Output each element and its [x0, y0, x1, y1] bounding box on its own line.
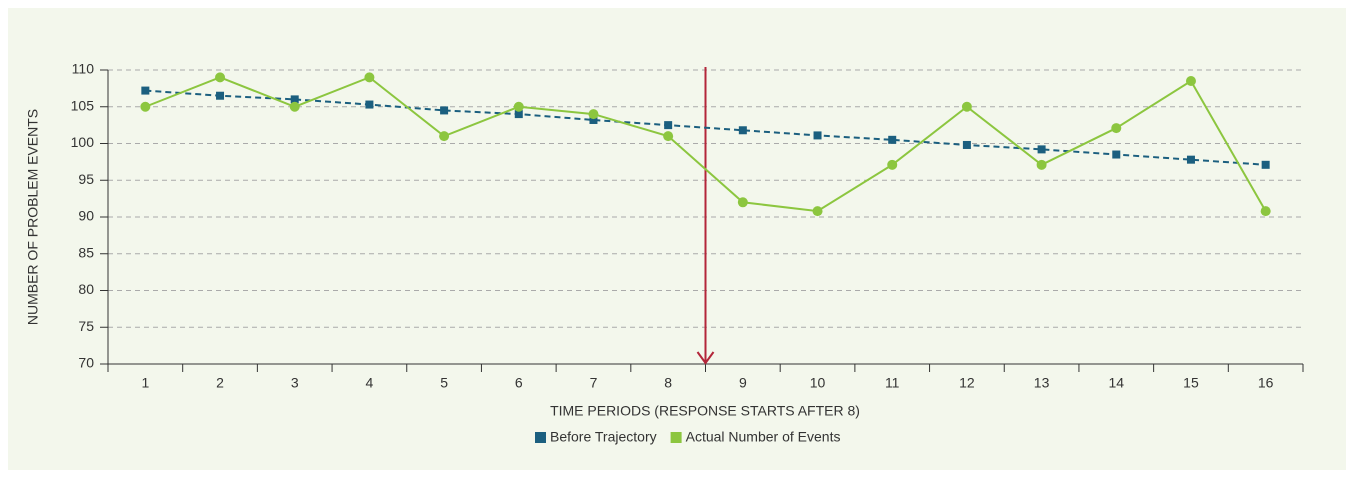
y-tick-label: 95 — [78, 171, 94, 187]
legend-swatch — [535, 432, 546, 443]
series-line — [145, 89, 1266, 166]
response-arrow-head — [696, 351, 715, 365]
point — [440, 106, 449, 115]
point — [813, 131, 822, 140]
point — [1261, 160, 1270, 169]
point — [1036, 159, 1047, 170]
y-tick-label: 70 — [78, 355, 94, 371]
x-tick-label: 2 — [216, 375, 224, 391]
legend: Before Trajectory Actual Number of Events — [535, 429, 840, 445]
x-tick-label: 1 — [141, 375, 149, 391]
x-tick-label: 7 — [590, 375, 598, 391]
point — [589, 115, 598, 124]
point — [1260, 206, 1271, 217]
point — [962, 140, 971, 149]
x-tick-label: 8 — [664, 375, 672, 391]
x-tick-label: 14 — [1108, 375, 1124, 391]
point — [664, 121, 673, 130]
point — [364, 72, 375, 83]
x-tick-label: 3 — [291, 375, 299, 391]
x-tick-label: 13 — [1034, 375, 1050, 391]
point — [738, 126, 747, 135]
legend-label: Actual Number of Events — [686, 429, 841, 445]
point — [289, 101, 300, 112]
x-tick-label: 15 — [1183, 375, 1199, 391]
y-tick-label: 90 — [78, 208, 94, 224]
point — [812, 206, 823, 217]
point — [961, 101, 972, 112]
x-axis-label: TIME PERIODS (RESPONSE STARTS AFTER 8) — [550, 403, 860, 419]
x-tick-label: 5 — [440, 375, 448, 391]
point — [1185, 76, 1196, 87]
x-tick-label: 16 — [1258, 375, 1274, 391]
series-line — [144, 76, 1267, 213]
legend-label: Before Trajectory — [550, 429, 657, 445]
x-tick-label: 9 — [739, 375, 747, 391]
point — [1112, 150, 1121, 159]
y-tick-label: 100 — [71, 134, 95, 150]
y-axis-label: NUMBER OF PROBLEM EVENTS — [25, 109, 41, 325]
point — [513, 101, 524, 112]
point — [588, 109, 599, 120]
point — [216, 91, 225, 100]
point — [439, 131, 450, 142]
point — [365, 100, 374, 109]
point — [215, 72, 226, 83]
point — [141, 86, 150, 95]
y-tick-label: 105 — [71, 97, 95, 113]
point — [290, 95, 299, 104]
point — [887, 159, 898, 170]
point — [140, 101, 151, 112]
x-tick-label: 6 — [515, 375, 523, 391]
point — [888, 135, 897, 144]
x-tick-label: 4 — [366, 375, 374, 391]
point — [663, 131, 674, 142]
y-tick-label: 75 — [78, 318, 94, 334]
y-tick-label: 85 — [78, 244, 94, 260]
y-tick-label: 110 — [72, 61, 95, 77]
legend-swatch — [670, 432, 682, 443]
x-tick-label: 11 — [885, 375, 900, 391]
point — [514, 110, 523, 119]
point — [1037, 145, 1046, 154]
chart-background — [8, 8, 1346, 470]
x-tick-label: 12 — [959, 375, 975, 391]
point — [737, 197, 748, 208]
point — [1186, 155, 1195, 164]
y-tick-label: 80 — [78, 281, 94, 297]
x-tick-label: 10 — [810, 375, 826, 391]
point — [1111, 123, 1122, 134]
